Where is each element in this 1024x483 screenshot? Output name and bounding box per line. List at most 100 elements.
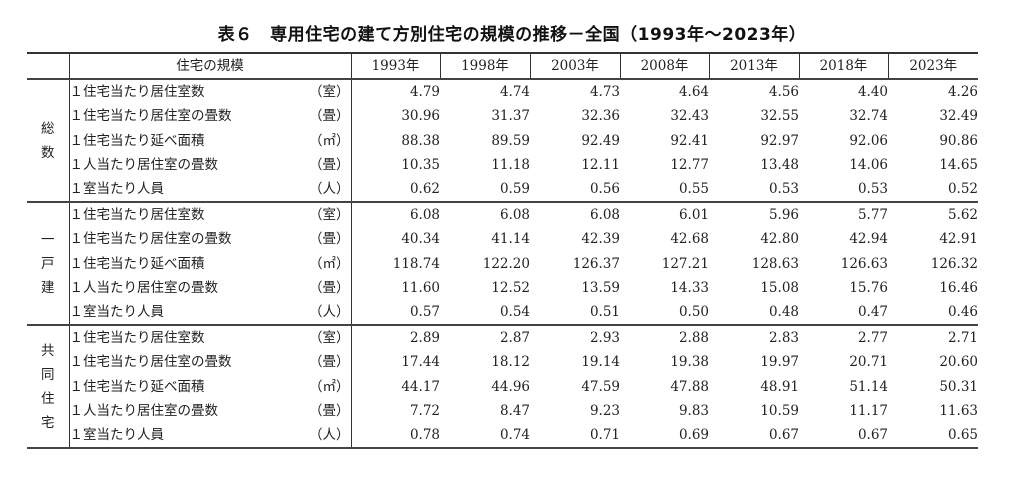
value-cell: 19.38 — [670, 354, 709, 371]
group-label-char: 宅 — [41, 414, 55, 431]
value-cell: 0.62 — [350, 176, 440, 204]
value-cell: 88.38 — [350, 128, 440, 153]
value-cell: 11.18 — [491, 156, 530, 173]
value-cell: 51.14 — [849, 378, 888, 395]
value-cell: 0.53 — [799, 176, 888, 204]
value-cell: 15.08 — [760, 279, 799, 296]
value-cell: 4.79 — [350, 79, 440, 105]
table-row: １住宅当たり居住室の畳数 （畳） 17.44 18.12 19.14 19.38 19.97… — [27, 350, 978, 375]
value-cell: 30.96 — [350, 104, 440, 129]
value-cell: 92.49 — [581, 132, 620, 149]
value-cell: 92.41 — [670, 132, 709, 149]
table-row: 共同住宅 １住宅当たり居住室数 （室） 2.89 2.87 2.93 2.88 2.83 2.7… — [27, 325, 978, 449]
group-label: 総数 — [27, 79, 69, 204]
value-cell: 11.17 — [849, 402, 888, 419]
row-unit: （畳） — [309, 108, 350, 125]
value-cell: 15.76 — [849, 279, 888, 296]
value-cell: 0.56 — [530, 176, 620, 204]
year-header: 2003年 — [529, 51, 620, 81]
value-cell: 0.50 — [620, 299, 709, 327]
value-cell: 5.77 — [857, 207, 888, 224]
value-cell: 2.89 — [350, 325, 440, 351]
value-cell: 0.47 — [799, 299, 888, 327]
value-cell: 42.39 — [581, 231, 620, 248]
value-cell: 32.36 — [581, 108, 620, 125]
value-cell: 5.96 — [768, 207, 799, 224]
row-label: １住宅当たり居住室の畳数 — [68, 227, 309, 252]
row-unit: （畳） — [309, 279, 350, 296]
value-cell: 10.59 — [760, 402, 799, 419]
row-unit: （畳） — [309, 402, 350, 419]
row-unit: （室） — [309, 330, 350, 347]
table-row: １人当たり居住室の畳数 （畳） 11.60 12.52 13.59 14.33 15.08 1… — [27, 275, 978, 300]
value-cell: 0.57 — [350, 299, 440, 327]
value-cell: 32.49 — [939, 108, 978, 125]
group-label: 一戸建 — [27, 202, 69, 327]
table-row: １住宅当たり延べ面積 （㎡） 118.74 122.20 126.37 127.21 128… — [27, 251, 978, 276]
group-label-char: 住 — [41, 390, 55, 407]
row-label: １人当たり居住室の畳数 — [68, 398, 309, 423]
year-header: 1998年 — [439, 51, 530, 81]
value-cell: 7.72 — [350, 398, 440, 423]
row-label: １住宅当たり居住室数 — [68, 79, 309, 105]
value-cell: 6.08 — [589, 207, 620, 224]
value-cell: 0.54 — [440, 299, 530, 327]
year-header: 1993年 — [350, 51, 440, 81]
table-row: １室当たり人員 （人） 0.57 0.54 0.51 0.50 0.48 0.47 0.46 — [27, 299, 978, 327]
value-cell: 44.96 — [491, 378, 530, 395]
value-cell: 13.48 — [760, 156, 799, 173]
group-header-cell — [27, 51, 69, 81]
value-cell: 50.31 — [939, 378, 978, 395]
value-cell: 16.46 — [939, 279, 978, 296]
row-label: １住宅当たり居住室数 — [68, 325, 309, 351]
row-label: １住宅当たり居住室数 — [68, 202, 309, 228]
value-cell: 2.87 — [499, 330, 530, 347]
row-label: １住宅当たり延べ面積 — [68, 251, 309, 276]
value-cell: 128.63 — [751, 255, 799, 272]
value-cell: 32.43 — [670, 108, 709, 125]
value-cell: 9.23 — [589, 402, 620, 419]
value-cell: 0.52 — [888, 176, 978, 204]
value-cell: 0.46 — [888, 299, 978, 327]
row-label: １室当たり人員 — [68, 422, 309, 450]
group-label-char: 一 — [41, 231, 55, 248]
row-label: １人当たり居住室の畳数 — [68, 152, 309, 177]
value-cell: 42.68 — [670, 231, 709, 248]
row-label: １住宅当たり居住室の畳数 — [68, 350, 309, 375]
value-cell: 2.88 — [678, 330, 709, 347]
value-cell: 4.26 — [947, 84, 978, 101]
value-cell: 8.47 — [499, 402, 530, 419]
value-cell: 0.51 — [530, 299, 620, 327]
value-cell: 10.35 — [350, 152, 440, 177]
value-cell: 4.56 — [768, 84, 799, 101]
value-cell: 4.74 — [499, 84, 530, 101]
row-unit: （畳） — [309, 354, 350, 371]
group-label-char: 同 — [41, 366, 55, 383]
row-unit: （室） — [309, 207, 350, 224]
row-unit: （人） — [309, 176, 351, 204]
value-cell: 2.77 — [857, 330, 888, 347]
row-unit: （㎡） — [309, 132, 350, 149]
value-cell: 0.53 — [709, 176, 799, 204]
size-header: 住宅の規模 — [68, 51, 351, 81]
value-cell: 14.65 — [939, 156, 978, 173]
header-row: 住宅の規模 1993年 1998年 2003年 2008年 2013年 2018… — [27, 51, 978, 81]
value-cell: 17.44 — [350, 350, 440, 375]
row-label: １人当たり居住室の畳数 — [68, 275, 309, 300]
value-cell: 31.37 — [491, 108, 530, 125]
value-cell: 4.40 — [857, 84, 888, 101]
table-row: １人当たり居住室の畳数 （畳） 10.35 11.18 12.11 12.77 13.48 1… — [27, 152, 978, 177]
table-row: １室当たり人員 （人） 0.62 0.59 0.56 0.55 0.53 0.53 0.52 — [27, 176, 978, 204]
value-cell: 19.14 — [581, 354, 620, 371]
value-cell: 48.91 — [760, 378, 799, 395]
value-cell: 9.83 — [678, 402, 709, 419]
row-label: １住宅当たり延べ面積 — [68, 374, 309, 399]
row-unit: （人） — [309, 299, 351, 327]
value-cell: 126.63 — [840, 255, 888, 272]
value-cell: 14.33 — [670, 279, 709, 296]
value-cell: 90.86 — [939, 132, 978, 149]
value-cell: 12.52 — [491, 279, 530, 296]
row-unit: （㎡） — [309, 378, 350, 395]
value-cell: 12.11 — [581, 156, 620, 173]
year-header: 2008年 — [619, 51, 709, 81]
